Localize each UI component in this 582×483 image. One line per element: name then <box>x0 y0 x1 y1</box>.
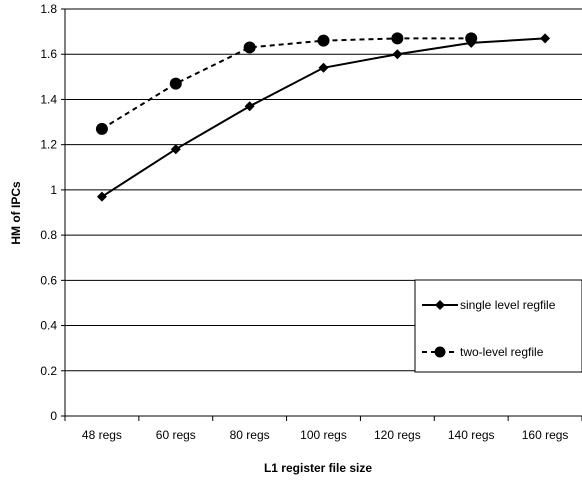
data-point-circle <box>95 122 108 135</box>
x-tick-label: 160 regs <box>522 428 569 442</box>
legend-marker-diamond <box>435 300 445 310</box>
axes <box>64 9 582 417</box>
x-axis-label: L1 register file size <box>264 461 372 475</box>
y-tick-label: 1.2 <box>40 138 57 152</box>
data-point-circle <box>243 41 256 54</box>
y-tick-label: 0.8 <box>40 228 57 242</box>
y-tick-label: 0 <box>50 409 57 423</box>
y-tick-label: 0.4 <box>40 319 57 333</box>
x-tick-label: 140 regs <box>448 428 495 442</box>
data-point-diamond <box>540 33 551 44</box>
data-point-diamond <box>170 144 181 155</box>
y-tick-label: 1 <box>50 183 57 197</box>
y-tick-label: 1.6 <box>40 47 57 61</box>
y-tick-label: 0.2 <box>40 364 57 378</box>
data-point-circle <box>317 34 330 47</box>
x-axis-ticks: 48 regs 60 regs 80 regs 100 regs 120 regs 140… <box>64 416 582 442</box>
x-tick-label: 80 regs <box>230 428 270 442</box>
y-tick-label: 1.4 <box>40 92 57 106</box>
y-axis-ticks: 0 0.2 0.4 0.6 0.8 1 1.2 1.4 1.6 1.8 <box>40 2 65 423</box>
data-point-diamond <box>318 62 329 73</box>
legend-label-single: single level regfile <box>460 298 556 312</box>
data-point-diamond <box>244 101 255 112</box>
x-tick-label: 100 regs <box>300 428 347 442</box>
y-tick-label: 1.8 <box>40 2 57 16</box>
data-point-circle <box>391 32 404 45</box>
series-line-1 <box>101 37 472 130</box>
data-point-diamond <box>96 191 107 202</box>
series-layer <box>95 32 551 202</box>
legend-marker-circle <box>434 346 446 358</box>
data-point-diamond <box>392 49 403 60</box>
series-line-0 <box>101 37 546 198</box>
legend: single level regfile two-level regfile <box>414 279 582 373</box>
x-tick-label: 120 regs <box>374 428 421 442</box>
data-point-circle <box>169 77 182 90</box>
x-tick-label: 48 regs <box>82 428 122 442</box>
data-point-circle <box>465 32 478 45</box>
x-tick-label: 60 regs <box>156 428 196 442</box>
y-axis-label: HM of IPCs <box>9 181 23 245</box>
y-tick-label: 0.6 <box>40 273 57 287</box>
legend-label-two-level: two-level regfile <box>460 345 544 359</box>
